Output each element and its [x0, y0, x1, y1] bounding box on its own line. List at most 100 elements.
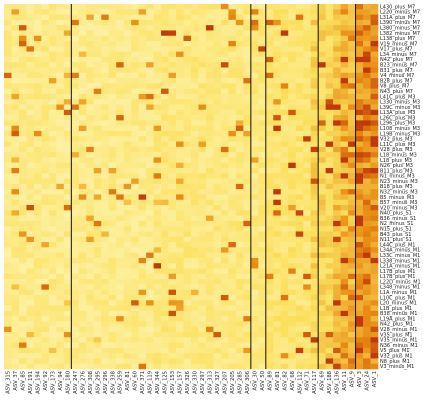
- heatmap-cell: [363, 284, 371, 290]
- heatmap-cell: [348, 231, 356, 238]
- heatmap-cell: [220, 310, 229, 317]
- heatmap-cell: [176, 236, 184, 243]
- heatmap-cell: [213, 183, 222, 190]
- heatmap-cell: [348, 56, 356, 63]
- heatmap-cell: [310, 72, 319, 79]
- heatmap-cell: [310, 215, 319, 222]
- heatmap-cell: [198, 342, 207, 349]
- heatmap-cell: [56, 183, 65, 190]
- heatmap-cell: [116, 136, 124, 142]
- heatmap-cell: [168, 263, 177, 269]
- heatmap-cell: [176, 35, 184, 42]
- heatmap-cell: [123, 194, 132, 201]
- heatmap-cell: [93, 72, 102, 79]
- heatmap-cell: [4, 141, 12, 148]
- heatmap-cell: [168, 56, 177, 63]
- heatmap-cell: [348, 183, 356, 190]
- heatmap-cell: [116, 252, 124, 259]
- heatmap-cell: [363, 342, 371, 349]
- heatmap-cell: [303, 363, 311, 370]
- heatmap-cell: [340, 146, 349, 153]
- heatmap-cell: [318, 51, 326, 58]
- heatmap-cell: [191, 300, 199, 306]
- heatmap-cell: [176, 199, 184, 206]
- heatmap-cell: [235, 242, 244, 248]
- heatmap-cell: [258, 347, 267, 354]
- heatmap-cell: [71, 35, 80, 42]
- heatmap-cell: [370, 236, 379, 243]
- heatmap-cell: [295, 363, 304, 370]
- heatmap-cell: [101, 146, 110, 153]
- heatmap-cell: [101, 141, 110, 148]
- heatmap-cell: [78, 337, 87, 343]
- heatmap-cell: [18, 358, 27, 365]
- heatmap-cell: [153, 363, 162, 370]
- heatmap-cell: [153, 337, 162, 343]
- heatmap-cell: [183, 14, 192, 21]
- heatmap-cell: [303, 35, 311, 42]
- heatmap-cell: [123, 146, 132, 153]
- heatmap-cell: [4, 273, 12, 280]
- heatmap-cell: [303, 19, 311, 26]
- heatmap-cell: [101, 62, 110, 68]
- heatmap-cell: [4, 294, 12, 301]
- heatmap-cell: [333, 178, 341, 185]
- heatmap-cell: [280, 62, 289, 68]
- heatmap-cell: [71, 109, 80, 116]
- heatmap-cell: [348, 173, 356, 179]
- heatmap-cell: [198, 104, 207, 111]
- heatmap-cell: [56, 152, 65, 158]
- heatmap-cell: [41, 347, 50, 354]
- heatmap-cell: [18, 363, 27, 370]
- heatmap-cell: [161, 25, 169, 31]
- heatmap-cell: [198, 136, 207, 142]
- heatmap-cell: [63, 199, 72, 206]
- heatmap-cell: [78, 35, 87, 42]
- heatmap-cell: [220, 125, 229, 132]
- heatmap-cell: [183, 215, 192, 222]
- heatmap-cell: [78, 30, 87, 37]
- heatmap-cell: [26, 25, 35, 31]
- heatmap-cell: [146, 242, 154, 248]
- heatmap-cell: [325, 268, 334, 275]
- heatmap-cell: [220, 46, 229, 52]
- heatmap-cell: [161, 146, 169, 153]
- column-label: ASV_92: [43, 371, 49, 391]
- heatmap-cell: [213, 157, 222, 163]
- column-label: ASV_82: [282, 371, 288, 391]
- heatmap-cell: [71, 310, 80, 317]
- heatmap-cell: [48, 194, 57, 201]
- heatmap-cell: [56, 120, 65, 126]
- heatmap-cell: [168, 321, 177, 327]
- heatmap-cell: [48, 35, 57, 42]
- heatmap-cell: [325, 199, 334, 206]
- heatmap-cell: [228, 109, 237, 116]
- heatmap-cell: [191, 194, 199, 201]
- heatmap-cell: [101, 4, 110, 10]
- heatmap-cell: [138, 189, 147, 195]
- heatmap-cell: [48, 30, 57, 37]
- heatmap-cell: [333, 220, 341, 227]
- heatmap-cell: [41, 46, 50, 52]
- heatmap-cell: [26, 273, 35, 280]
- heatmap-cell: [273, 358, 282, 365]
- heatmap-cell: [33, 178, 42, 185]
- heatmap-cell: [176, 210, 184, 216]
- heatmap-cell: [176, 178, 184, 185]
- heatmap-cell: [191, 104, 199, 111]
- heatmap-cell: [101, 9, 110, 15]
- heatmap-cell: [213, 326, 222, 333]
- heatmap-cell: [340, 294, 349, 301]
- heatmap-cell: [63, 189, 72, 195]
- heatmap-cell: [370, 279, 379, 285]
- heatmap-cell: [78, 178, 87, 185]
- heatmap-cell: [325, 279, 334, 285]
- heatmap-cell: [265, 35, 274, 42]
- heatmap-cell: [191, 263, 199, 269]
- heatmap-cell: [56, 130, 65, 137]
- heatmap-cell: [78, 9, 87, 15]
- heatmap-cell: [26, 104, 35, 111]
- heatmap-cell: [325, 167, 334, 174]
- heatmap-cell: [191, 326, 199, 333]
- heatmap-cell: [153, 226, 162, 232]
